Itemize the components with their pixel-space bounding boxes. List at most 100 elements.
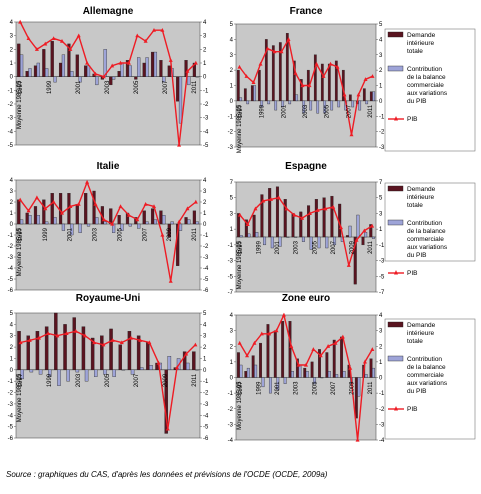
y-tick-label-left: -2 — [228, 130, 234, 136]
demand-bar — [327, 63, 331, 102]
y-tick-label-left: 1 — [10, 211, 14, 217]
y-tick-label-right: 0 — [203, 222, 207, 228]
y-tick-label-left: -1 — [228, 114, 234, 120]
demand-bar — [192, 62, 196, 77]
gdp-marker — [331, 204, 336, 209]
balance-bar — [95, 76, 99, 86]
demand-bar — [142, 210, 146, 225]
legend-label: Contribution — [407, 220, 442, 227]
y-tick-label-right: -5 — [203, 277, 209, 283]
balance-bar — [313, 377, 317, 384]
gdp-marker — [265, 46, 270, 51]
gdp-marker — [244, 74, 249, 78]
balance-bar — [283, 377, 287, 384]
legend-swatch-demand — [387, 321, 404, 328]
gdp-marker — [37, 335, 41, 340]
balance-bar — [320, 377, 324, 379]
legend-label: aux variations — [407, 380, 448, 387]
balance-bar — [86, 223, 91, 227]
gdp-marker — [346, 263, 351, 267]
demand-bar — [58, 193, 63, 225]
gdp-marker — [135, 217, 140, 222]
y-tick-label-left: -3 — [228, 259, 234, 265]
demand-bar — [345, 235, 349, 238]
demand-bar — [264, 39, 268, 102]
y-tick-label-right: -3 — [379, 422, 385, 428]
demand-bar — [33, 206, 38, 225]
gdp-marker — [18, 340, 23, 345]
x-tick-label: 1999 — [47, 373, 53, 387]
demand-bar — [109, 208, 113, 225]
balance-bar — [95, 217, 99, 225]
demand-bar — [332, 339, 336, 378]
gdp-marker — [314, 61, 319, 66]
balance-bar — [153, 219, 158, 225]
gdp-marker — [119, 340, 124, 345]
demand-bar — [159, 210, 163, 225]
demand-bar — [278, 42, 282, 102]
legend-swatch-balance — [387, 219, 404, 226]
gdp-marker — [245, 353, 250, 358]
y-tick-label-left: -2 — [8, 102, 14, 108]
demand-bar — [100, 335, 104, 370]
x-tick-label: 1999 — [43, 227, 49, 241]
demand-bar — [33, 65, 38, 77]
balance-bar — [121, 369, 126, 371]
y-tick-label-right: 3 — [203, 34, 207, 40]
x-tick-label: 1997 — [238, 240, 244, 254]
y-tick-label-left: 1 — [230, 360, 234, 366]
gdp-marker — [101, 74, 106, 79]
legend-label: commerciale — [407, 82, 444, 89]
gdp-marker — [26, 208, 31, 213]
gdp-marker — [64, 331, 69, 336]
balance-bar — [84, 369, 89, 382]
balance-bar — [86, 65, 91, 77]
gdp-marker — [261, 198, 266, 203]
demand-bar — [318, 349, 321, 378]
x-tick-label: 2007 — [331, 240, 337, 254]
demand-bar — [146, 342, 150, 370]
chart-france: France 5 5 4 4 3 3 2 2 1 1 0 0 -1 -1 -2 -2 -3 -3 1997 1999 20… — [228, 6, 476, 153]
chart-title: Royaume-Uni — [76, 293, 141, 304]
gdp-marker — [138, 338, 143, 342]
y-tick-label-right: -7 — [379, 290, 385, 296]
y-tick-label-left: -2 — [8, 244, 14, 250]
y-tick-label-left: 1 — [10, 356, 14, 362]
legend-label: totale — [407, 338, 423, 345]
gdp-marker — [286, 37, 291, 41]
balance-bar — [325, 236, 329, 249]
x-tick-label: 2007 — [346, 104, 352, 118]
y-axis-label: Moyenne 1985-95 — [17, 373, 23, 422]
y-tick-label-right: -5 — [203, 425, 209, 431]
y-tick-label-left: 5 — [230, 196, 234, 202]
demand-bar — [42, 49, 46, 77]
balance-bar — [20, 219, 24, 225]
y-tick-label-right: -3 — [203, 116, 209, 122]
demand-bar — [251, 355, 255, 378]
gdp-marker — [193, 60, 198, 65]
y-tick-label-left: 5 — [230, 22, 234, 28]
y-tick-label-right: 3 — [379, 211, 383, 217]
gdp-marker — [274, 328, 279, 333]
demand-bar — [182, 351, 187, 370]
x-tick-label: 2001 — [275, 240, 281, 254]
gdp-line — [20, 330, 196, 430]
gdp-marker — [129, 335, 133, 340]
demand-bar — [184, 60, 188, 77]
demand-bar — [150, 208, 155, 225]
x-tick-label: 2001 — [68, 227, 74, 241]
gdp-marker — [292, 212, 297, 217]
y-tick-label-right: -6 — [203, 288, 209, 294]
y-tick-label-left: -3 — [8, 255, 14, 261]
balance-bar — [53, 217, 57, 225]
gdp-marker — [152, 28, 156, 32]
legend-label: Demande — [407, 322, 436, 329]
demand-bar — [299, 211, 303, 238]
chart-title: Espagne — [285, 161, 327, 172]
legend-label: Demande — [407, 186, 436, 193]
gdp-marker — [362, 359, 367, 364]
legend-label: de la balance — [407, 228, 446, 235]
y-tick-label-right: -2 — [379, 130, 385, 136]
x-tick-label: 1997 — [18, 80, 24, 94]
